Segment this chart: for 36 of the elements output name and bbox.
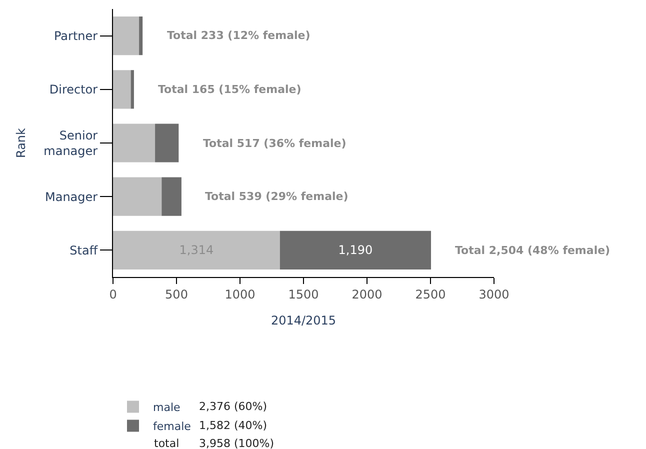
text: 1,582 (40%) [199, 419, 268, 432]
text: total [154, 437, 180, 449]
text: 3,958 (100%) [199, 437, 274, 449]
bar [113, 177, 162, 216]
total-label: Total 233 (12% female) [167, 29, 310, 42]
bar [113, 70, 131, 109]
x-axis-title: 2014/2015 [270, 313, 336, 328]
bar [162, 177, 182, 216]
total-label: Total 165 (15% female) [158, 83, 302, 96]
bar [280, 230, 432, 270]
bar [113, 16, 140, 56]
bar [155, 124, 179, 162]
x-tick-label: 0 [109, 287, 117, 302]
x-tick-label: 1000 [224, 287, 256, 302]
bar [113, 230, 280, 270]
bar [139, 16, 143, 56]
legend-label: male [153, 401, 181, 414]
legend-label: female [153, 420, 192, 434]
text: 2,376 (60%) [199, 400, 268, 413]
total-label: Total 2,504 (48% female) [455, 244, 610, 257]
total-label: Total 517 (36% female) [203, 137, 346, 150]
y-tick-label: Staff [70, 243, 98, 258]
x-tick-label: 2500 [415, 287, 446, 302]
x-tick-label: 1500 [288, 287, 319, 302]
y-axis-title: Rank [14, 128, 28, 158]
bar [130, 70, 134, 109]
x-tick-label: 500 [165, 287, 188, 302]
y-tick-label: Manager [44, 190, 98, 204]
y-tick-label: Senior manager [44, 128, 98, 158]
y-tick-label: Director [49, 82, 98, 97]
data-label: 1,190 [338, 243, 373, 258]
bar [113, 124, 156, 162]
x-tick-label: 2000 [352, 287, 382, 302]
y-tick-label: Partner [54, 29, 98, 43]
x-tick-label: 3000 [478, 287, 510, 302]
total-label: Total 539 (29% female) [205, 190, 348, 203]
